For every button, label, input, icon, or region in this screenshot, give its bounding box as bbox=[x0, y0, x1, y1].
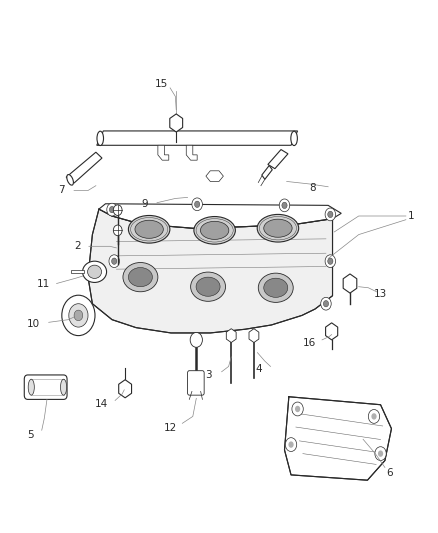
Text: 1: 1 bbox=[408, 211, 414, 221]
Circle shape bbox=[323, 301, 328, 307]
Polygon shape bbox=[249, 329, 259, 343]
Circle shape bbox=[328, 258, 333, 264]
Text: 10: 10 bbox=[27, 319, 40, 329]
Polygon shape bbox=[206, 171, 223, 181]
Circle shape bbox=[321, 297, 331, 310]
Circle shape bbox=[279, 199, 290, 212]
Circle shape bbox=[190, 333, 202, 348]
Polygon shape bbox=[262, 165, 272, 179]
Circle shape bbox=[192, 198, 202, 211]
FancyBboxPatch shape bbox=[24, 375, 67, 399]
Circle shape bbox=[110, 206, 115, 213]
Circle shape bbox=[288, 441, 293, 448]
Text: 13: 13 bbox=[374, 289, 387, 299]
Ellipse shape bbox=[60, 379, 67, 395]
Circle shape bbox=[112, 258, 117, 264]
Circle shape bbox=[113, 205, 122, 215]
Text: 2: 2 bbox=[74, 241, 81, 251]
Polygon shape bbox=[158, 146, 169, 160]
Text: 16: 16 bbox=[302, 337, 315, 348]
Text: 5: 5 bbox=[27, 430, 34, 440]
Polygon shape bbox=[343, 274, 357, 293]
Circle shape bbox=[325, 255, 336, 268]
Polygon shape bbox=[170, 114, 183, 132]
Circle shape bbox=[371, 413, 377, 419]
Circle shape bbox=[69, 304, 88, 327]
Ellipse shape bbox=[264, 278, 288, 297]
Ellipse shape bbox=[258, 273, 293, 302]
Ellipse shape bbox=[135, 220, 163, 238]
Polygon shape bbox=[88, 209, 332, 333]
Circle shape bbox=[286, 438, 297, 451]
Ellipse shape bbox=[128, 215, 170, 243]
Text: 12: 12 bbox=[163, 423, 177, 433]
Circle shape bbox=[74, 310, 83, 321]
Ellipse shape bbox=[264, 219, 292, 237]
Ellipse shape bbox=[28, 379, 34, 395]
Circle shape bbox=[292, 402, 303, 416]
Ellipse shape bbox=[191, 272, 226, 301]
Text: 15: 15 bbox=[155, 79, 168, 89]
Ellipse shape bbox=[196, 277, 220, 296]
Circle shape bbox=[328, 211, 333, 217]
Polygon shape bbox=[99, 204, 341, 228]
Text: 6: 6 bbox=[386, 468, 392, 478]
Ellipse shape bbox=[128, 268, 152, 287]
Ellipse shape bbox=[201, 221, 229, 239]
Text: 7: 7 bbox=[59, 185, 65, 196]
Circle shape bbox=[282, 202, 287, 208]
Circle shape bbox=[325, 208, 336, 221]
Circle shape bbox=[375, 447, 386, 461]
Text: 14: 14 bbox=[95, 399, 108, 409]
Circle shape bbox=[62, 295, 95, 336]
Ellipse shape bbox=[123, 263, 158, 292]
Circle shape bbox=[194, 201, 200, 207]
Polygon shape bbox=[226, 329, 236, 343]
Polygon shape bbox=[325, 323, 338, 340]
Circle shape bbox=[113, 225, 122, 236]
Ellipse shape bbox=[67, 174, 74, 185]
Polygon shape bbox=[97, 131, 297, 146]
Circle shape bbox=[295, 406, 300, 412]
Polygon shape bbox=[71, 270, 84, 273]
Ellipse shape bbox=[291, 131, 297, 146]
Ellipse shape bbox=[257, 214, 299, 242]
Text: 3: 3 bbox=[205, 370, 212, 381]
Text: 4: 4 bbox=[255, 364, 261, 374]
Polygon shape bbox=[186, 146, 197, 160]
Circle shape bbox=[368, 409, 380, 423]
FancyBboxPatch shape bbox=[187, 370, 204, 395]
Circle shape bbox=[107, 203, 117, 216]
Polygon shape bbox=[66, 152, 102, 183]
Ellipse shape bbox=[82, 261, 106, 282]
Circle shape bbox=[109, 255, 120, 268]
Polygon shape bbox=[285, 397, 392, 480]
Text: 8: 8 bbox=[310, 183, 316, 193]
Ellipse shape bbox=[194, 216, 235, 244]
Ellipse shape bbox=[88, 265, 102, 278]
Text: 9: 9 bbox=[141, 199, 148, 209]
Ellipse shape bbox=[97, 131, 103, 146]
Polygon shape bbox=[268, 150, 288, 168]
Polygon shape bbox=[119, 379, 131, 398]
Text: 11: 11 bbox=[37, 279, 50, 288]
Circle shape bbox=[378, 450, 383, 457]
